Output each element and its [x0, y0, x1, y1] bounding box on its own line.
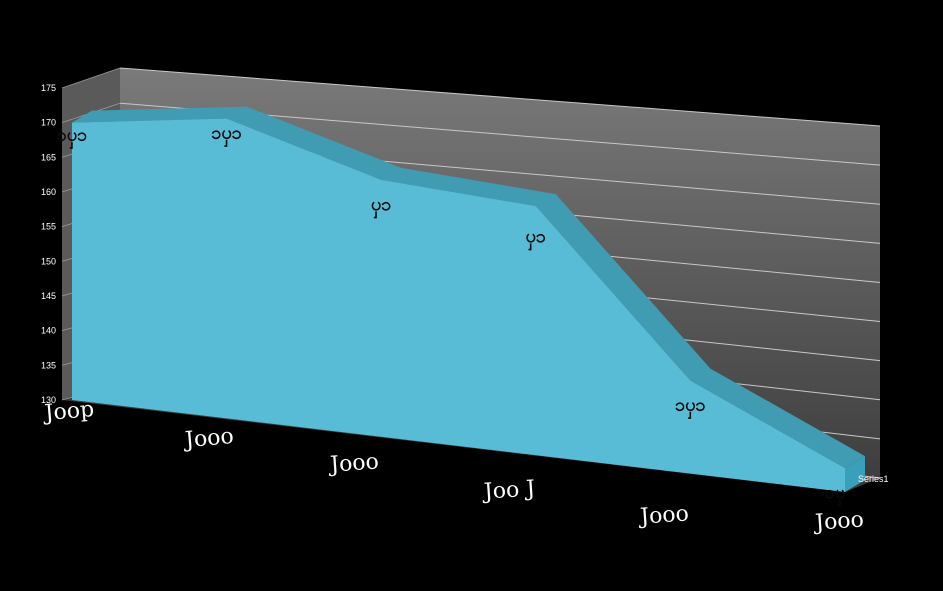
data-label: ၥၦၥ [211, 123, 242, 148]
data-label: ၦၥ [526, 226, 546, 251]
area-side-cap [845, 456, 865, 492]
y-tick-label: 145 [41, 291, 56, 301]
data-label: ၥၦၥ [57, 125, 88, 150]
data-label: ၥၦၥ [675, 395, 706, 420]
x-category-label: Joop [42, 397, 95, 426]
y-tick-label: 130 [41, 395, 56, 405]
y-tick-label: 150 [41, 256, 56, 266]
x-category-label: Jooo [812, 507, 864, 535]
area-top-surface [72, 106, 865, 469]
y-tick-label: 140 [41, 326, 56, 336]
y-tick-label: 170 [41, 118, 56, 128]
area-front-face [72, 118, 845, 492]
x-category-label: Jooo [637, 501, 689, 529]
y-tick-label: 160 [41, 187, 56, 197]
y-tick-label: 135 [41, 360, 56, 370]
grid-line [119, 67, 881, 127]
side-grid-line [61, 67, 121, 89]
legend-series-label: Series1 [858, 474, 889, 484]
x-category-label: Joo J [481, 476, 536, 505]
y-tick-label: 175 [41, 83, 56, 93]
data-label: ၥၦ [825, 482, 846, 507]
y-tick-label: 165 [41, 152, 56, 162]
x-category-label: Jooo [327, 449, 379, 477]
x-category-label: Jooo [182, 424, 235, 453]
y-tick-label: 155 [41, 222, 56, 232]
data-label: ၦၥ [371, 194, 391, 219]
